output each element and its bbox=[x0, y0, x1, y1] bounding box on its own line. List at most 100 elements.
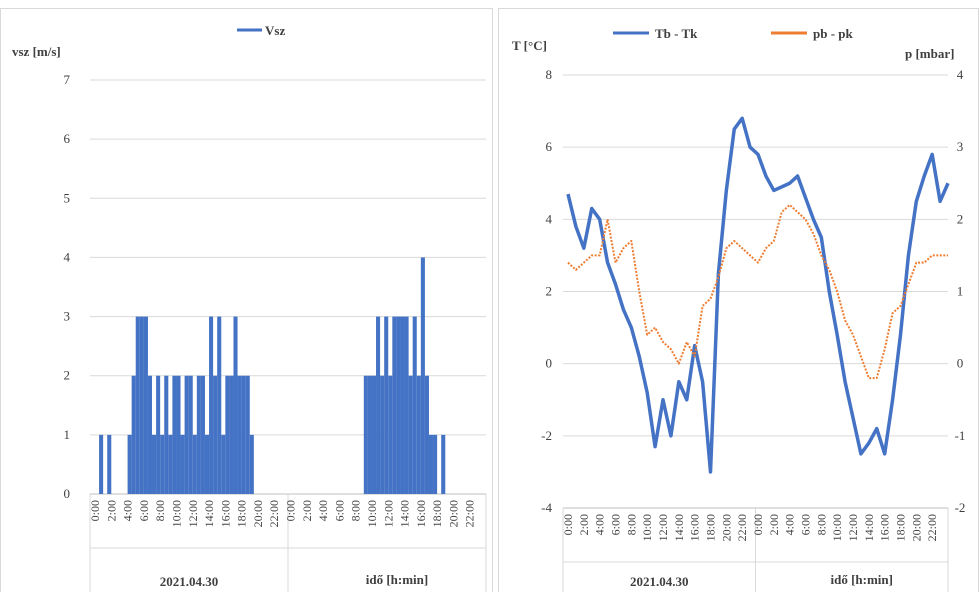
group-label: 2021.04.30 bbox=[630, 574, 689, 589]
y-tick-label: 6 bbox=[546, 139, 553, 154]
area-step bbox=[412, 316, 417, 494]
x-tick-label: 22:00 bbox=[267, 500, 281, 527]
y-tick-label: 2 bbox=[546, 284, 553, 299]
y-tick-label: 3 bbox=[64, 309, 71, 324]
y-tick-label: 4 bbox=[64, 249, 71, 264]
area-step bbox=[367, 375, 372, 494]
y2-tick-label: -2 bbox=[955, 500, 966, 515]
y-axis-label: vsz [m/s] bbox=[12, 44, 61, 59]
y-tick-label: 0 bbox=[64, 486, 71, 501]
x-tick-label: 8:00 bbox=[624, 514, 638, 535]
x-tick-label: 12:00 bbox=[656, 514, 670, 541]
area-step bbox=[396, 316, 401, 494]
area-step bbox=[168, 434, 173, 494]
area-step bbox=[152, 434, 157, 494]
series-line bbox=[567, 203, 948, 380]
x-tick-label: 22:00 bbox=[735, 514, 749, 541]
y-tick-label: 1 bbox=[64, 427, 71, 442]
area-step bbox=[217, 316, 222, 494]
x-tick-label: 12:00 bbox=[846, 514, 860, 541]
x-tick-label: 10:00 bbox=[830, 514, 844, 541]
x-tick-label: 22:00 bbox=[463, 500, 477, 527]
area-step bbox=[180, 434, 185, 494]
legend-label: Tb - Tk bbox=[655, 26, 698, 41]
x-tick-label: 18:00 bbox=[430, 500, 444, 527]
x-tick-label: 0:00 bbox=[751, 514, 765, 535]
area-step bbox=[392, 316, 397, 494]
x-tick-label: 18:00 bbox=[894, 514, 908, 541]
area-step bbox=[172, 375, 177, 494]
legend-label: Vsz bbox=[265, 23, 285, 38]
x-tick-label: 2:00 bbox=[300, 500, 314, 521]
area-step bbox=[388, 375, 393, 494]
area-step bbox=[160, 434, 165, 494]
area-step bbox=[433, 434, 438, 494]
x-tick-label: 16:00 bbox=[688, 514, 702, 541]
area-step bbox=[221, 434, 226, 494]
y-tick-label: 5 bbox=[64, 190, 71, 205]
area-step bbox=[384, 316, 389, 494]
x-tick-label: 6:00 bbox=[609, 514, 623, 535]
x-tick-label: 14:00 bbox=[202, 500, 216, 527]
x-tick-label: 0:00 bbox=[284, 500, 298, 521]
area-step bbox=[225, 375, 230, 494]
area-step bbox=[131, 375, 136, 494]
area-step bbox=[184, 375, 189, 494]
y-tick-label: 8 bbox=[546, 67, 553, 82]
x-tick-label: 18:00 bbox=[235, 500, 249, 527]
x-tick-label: 14:00 bbox=[398, 500, 412, 527]
area-step bbox=[127, 434, 132, 494]
y2-tick-label: 2 bbox=[957, 211, 964, 226]
area-step bbox=[371, 375, 377, 494]
x-tick-label: 10:00 bbox=[365, 500, 379, 527]
x-axis-label: idő [h:min] bbox=[831, 572, 893, 587]
x-tick-label: 2:00 bbox=[767, 514, 781, 535]
area-step bbox=[428, 434, 434, 494]
panel bbox=[498, 8, 979, 592]
y-tick-label: -4 bbox=[541, 500, 552, 515]
x-tick-label: 8:00 bbox=[814, 514, 828, 535]
x-tick-label: 4:00 bbox=[121, 500, 135, 521]
area-step bbox=[420, 257, 425, 494]
area-step bbox=[164, 375, 169, 494]
area-step bbox=[209, 316, 214, 494]
x-tick-label: 16:00 bbox=[414, 500, 428, 527]
area-step bbox=[363, 375, 368, 494]
x-tick-label: 18:00 bbox=[704, 514, 718, 541]
x-tick-label: 10:00 bbox=[169, 500, 183, 527]
y-tick-label: 2 bbox=[64, 368, 71, 383]
x-tick-label: 20:00 bbox=[251, 500, 265, 527]
y-tick-label: 7 bbox=[64, 72, 71, 87]
x-tick-label: 20:00 bbox=[446, 500, 460, 527]
y2-tick-label: 0 bbox=[957, 356, 964, 371]
y-axis-label: T [°C] bbox=[512, 38, 547, 53]
area-step bbox=[213, 375, 218, 494]
y-tick-label: 6 bbox=[64, 131, 71, 146]
area-step bbox=[245, 375, 250, 494]
x-tick-label: 20:00 bbox=[909, 514, 923, 541]
series-line bbox=[566, 116, 950, 474]
area-step bbox=[416, 375, 421, 494]
area-step bbox=[408, 375, 413, 494]
x-tick-label: 6:00 bbox=[799, 514, 813, 535]
y2-tick-label: 4 bbox=[957, 67, 964, 82]
area-step bbox=[99, 434, 104, 494]
area-step bbox=[404, 316, 409, 494]
y2-tick-label: 3 bbox=[957, 139, 964, 154]
x-tick-label: 4:00 bbox=[316, 500, 330, 521]
area-step bbox=[188, 375, 193, 494]
area-step bbox=[192, 434, 197, 494]
x-tick-label: 8:00 bbox=[349, 500, 363, 521]
area-step bbox=[424, 375, 429, 494]
x-tick-label: 14:00 bbox=[862, 514, 876, 541]
x-tick-label: 22:00 bbox=[925, 514, 939, 541]
x-tick-label: 6:00 bbox=[332, 500, 346, 521]
x-tick-label: 16:00 bbox=[218, 500, 232, 527]
area-step bbox=[143, 316, 148, 494]
x-tick-label: 4:00 bbox=[593, 514, 607, 535]
y2-tick-label: 1 bbox=[957, 284, 964, 299]
area-step bbox=[229, 375, 234, 494]
area-step bbox=[107, 434, 112, 494]
x-tick-label: 6:00 bbox=[137, 500, 151, 521]
